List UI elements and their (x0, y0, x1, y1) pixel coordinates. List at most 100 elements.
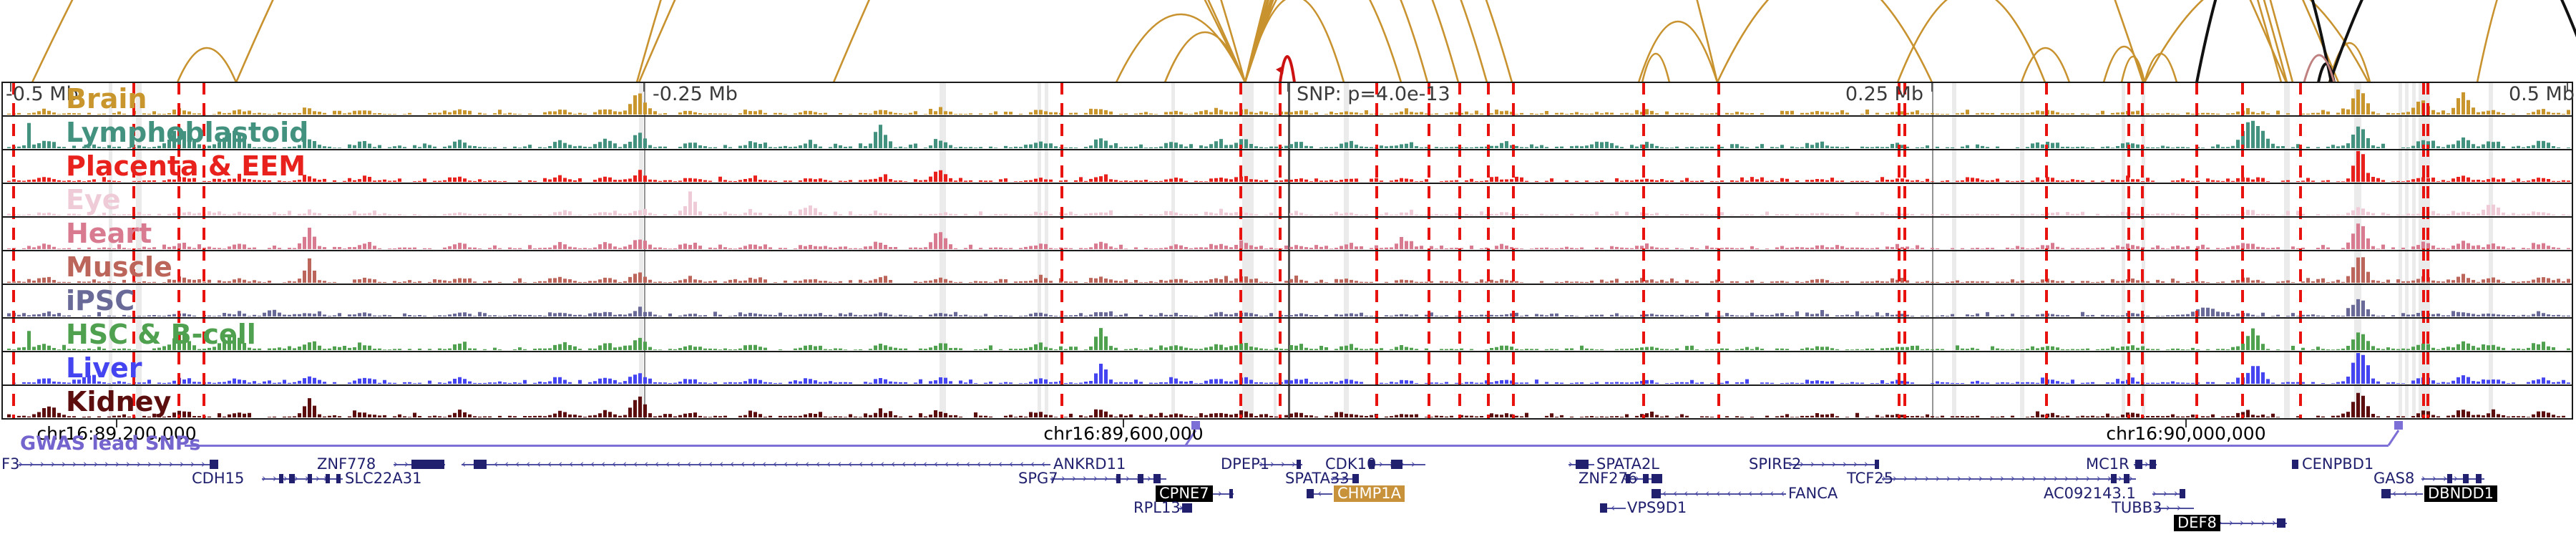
gene-body-line (2218, 523, 2287, 524)
gene-label-f3: F3 (1, 455, 20, 473)
gene-label-cenpbd1: CENPBD1 (2302, 455, 2374, 473)
gene-label-ac092143-1: AC092143.1 (2044, 485, 2136, 502)
track-label-placenta-eem: Placenta & EEM (66, 150, 306, 182)
interaction-arc (235, 0, 1246, 83)
gene-exon-box (2111, 474, 2117, 483)
gene-body-line (1307, 493, 1332, 495)
gene-body-line (2155, 508, 2194, 509)
interaction-arc (1244, 0, 1345, 83)
track-label-liver: Liver (66, 352, 142, 384)
track-separator (1, 216, 2573, 218)
gene-label-tubb3: TUBB3 (2112, 499, 2162, 516)
gene-exon-box (2124, 474, 2129, 483)
gene-exon-box (279, 474, 283, 483)
track-label-hsc-b-cell: HSC & B-cell (66, 319, 256, 350)
interaction-arc (2303, 54, 2336, 83)
gwas-lead-snps-label: GWAS lead SNPs (20, 432, 201, 455)
signal-0 (7, 90, 2570, 115)
gene-exon-box (210, 460, 218, 469)
interaction-arc (1163, 31, 1246, 83)
gene-label-znf778: ZNF778 (317, 455, 376, 473)
gene-label-spg7: SPG7 (1018, 470, 1058, 487)
gene-body-line (2421, 478, 2484, 480)
gene-exon-box (1626, 474, 1630, 483)
gene-exon-box (1116, 474, 1121, 483)
gene-exon-box (1307, 489, 1314, 498)
interaction-arc (31, 0, 1246, 83)
track-separator (1, 284, 2573, 285)
gene-body-line (462, 464, 1050, 465)
track-separator (1, 115, 2573, 117)
gene-exon-box (2381, 489, 2391, 498)
gene-label-slc22a31: SLC22A31 (345, 470, 422, 487)
gene-label-cdk10: CDK10 (1325, 455, 1377, 473)
track-label-brain: Brain (66, 83, 147, 115)
interaction-arc (2120, 55, 2146, 83)
gene-body-line (1196, 493, 1234, 495)
track-separator (1, 250, 2573, 251)
gene-exon-box (1138, 474, 1143, 483)
signal-8 (12, 353, 2570, 384)
gene-body-line (1331, 478, 1358, 480)
gene-exon-box (2150, 460, 2156, 469)
interaction-arc (1244, 0, 2283, 83)
gene-exon-box (1297, 460, 1301, 469)
track-label-ipsc: iPSC (66, 285, 135, 316)
gene-body-line (1600, 508, 1626, 509)
interaction-arc (2328, 42, 2371, 83)
interaction-arc (2143, 52, 2178, 83)
gene-label-znf276: ZNF276 (1579, 470, 1638, 487)
interaction-arc (2195, 0, 2333, 83)
gene-label-rpl13: RPL13 (1133, 499, 1181, 516)
gene-strand-chevrons: › (1179, 500, 1192, 515)
gene-strand-chevrons: ››››››››››› (1050, 472, 1166, 485)
gene-exon-box (1229, 489, 1233, 498)
interaction-arc (635, 0, 1246, 83)
signal-9 (7, 392, 2565, 417)
interaction-arc (1115, 13, 1246, 83)
gene-exon-box (2463, 474, 2469, 483)
gene-body-line (19, 464, 218, 465)
gene-exon-box (2277, 518, 2285, 528)
signal-7 (7, 328, 2570, 350)
gene-label-cdh15: CDH15 (192, 470, 245, 487)
interaction-arc (176, 47, 238, 83)
signal-1 (7, 120, 2570, 148)
interaction-arc (1244, 0, 1402, 83)
track-separator (1, 183, 2573, 184)
gene-label-fanca: FANCA (1788, 485, 1838, 502)
gwas-lead-snp-marker (1191, 421, 1200, 430)
gene-body-line (2134, 464, 2157, 465)
track-label-muscle: Muscle (66, 251, 172, 283)
gene-strand-chevrons: ››››››››››››››››››› (19, 458, 218, 470)
gene-exon-box (411, 460, 444, 469)
gene-body-line (323, 478, 343, 480)
track-label-kidney: Kidney (66, 386, 172, 417)
interaction-arc (1637, 20, 1719, 83)
gene-exon-box (2135, 460, 2142, 469)
gwas-lead-snp-marker (2394, 421, 2403, 430)
gene-exon-box (1182, 503, 1192, 513)
gene-label-cpne7: CPNE7 (1156, 485, 1213, 502)
interaction-arc (2020, 47, 2071, 83)
gene-body-line (1882, 478, 2136, 480)
gene-body-line (2381, 493, 2423, 495)
gene-label-dbndd1: DBNDD1 (2424, 485, 2497, 502)
gene-exon-box (2476, 474, 2482, 483)
interaction-arc (2102, 45, 2146, 83)
gene-exon-box (2180, 489, 2185, 498)
interaction-arc (2143, 0, 2370, 83)
snp-pvalue-label: SNP: p=4.0e-13 (1297, 83, 1450, 105)
gene-label-dpep1: DPEP1 (1221, 455, 1270, 473)
gene-exon-box (336, 474, 341, 483)
gene-strand-chevrons: ›››› (1259, 458, 1302, 470)
signal-5 (7, 257, 2570, 283)
gene-body-line (1259, 464, 1302, 465)
gene-strand-chevrons: ›››››› (2218, 516, 2283, 529)
interaction-arc (1244, 0, 2288, 83)
red-arrow-head (1276, 65, 1284, 74)
gene-exon-box (1875, 460, 1879, 469)
gene-label-vps9d1: VPS9D1 (1627, 499, 1687, 516)
